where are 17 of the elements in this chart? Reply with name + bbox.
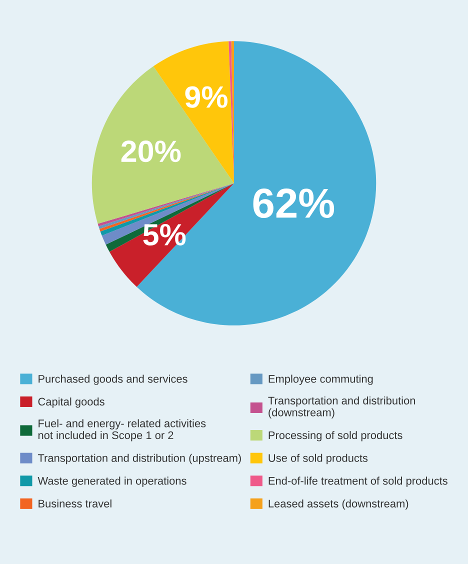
legend-label: End-of-life treatment of sold products <box>268 476 448 487</box>
legend-label: Processing of sold products <box>268 431 402 442</box>
legend-label: Transportation and distribution (upstream) <box>38 454 241 464</box>
legend-label: Waste generated in operations <box>38 476 186 487</box>
legend-label: Use of sold products <box>268 454 368 464</box>
data-label: 9% <box>185 86 228 108</box>
pie-slice <box>92 66 234 224</box>
legend-label: Transportation and distribution (downstream) <box>268 396 416 418</box>
legend-label: Capital goods <box>38 397 104 408</box>
legend-label: Business travel <box>38 499 112 508</box>
data-label: 20% <box>121 140 181 162</box>
legend-label: Employee commuting <box>268 374 373 385</box>
legend-label: Fuel- and energy- related activities not included in Scope 1 or 2 <box>38 419 206 442</box>
legend-label: Purchased goods and services <box>38 374 188 385</box>
legend-label: Leased assets (downstream) <box>268 499 408 510</box>
data-label: 5% <box>143 224 186 246</box>
data-label: 62% <box>253 188 334 218</box>
